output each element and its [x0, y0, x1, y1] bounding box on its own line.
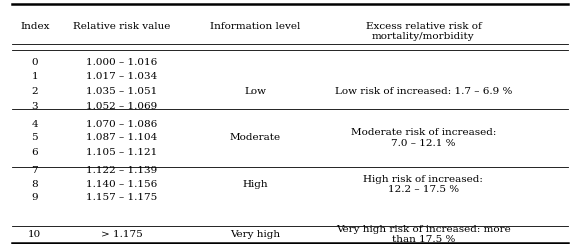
- Text: 9: 9: [31, 193, 38, 202]
- Text: 8: 8: [31, 180, 38, 189]
- Text: 1.035 – 1.051: 1.035 – 1.051: [86, 87, 157, 96]
- Text: 3: 3: [31, 102, 38, 111]
- Text: 4: 4: [31, 120, 38, 129]
- Text: Relative risk value: Relative risk value: [73, 22, 171, 31]
- Text: 1.105 – 1.121: 1.105 – 1.121: [86, 148, 157, 157]
- Text: Moderate: Moderate: [230, 133, 281, 142]
- Text: > 1.175: > 1.175: [101, 230, 143, 239]
- Text: 1.087 – 1.104: 1.087 – 1.104: [86, 133, 157, 142]
- Text: Low risk of increased: 1.7 – 6.9 %: Low risk of increased: 1.7 – 6.9 %: [335, 87, 512, 96]
- Text: Low: Low: [244, 87, 266, 96]
- Text: Information level: Information level: [210, 22, 300, 31]
- Text: 1.157 – 1.175: 1.157 – 1.175: [86, 193, 157, 202]
- Text: High: High: [242, 180, 268, 189]
- Text: 1.140 – 1.156: 1.140 – 1.156: [86, 180, 157, 189]
- Text: 1: 1: [31, 72, 38, 81]
- Text: 1.017 – 1.034: 1.017 – 1.034: [86, 72, 157, 81]
- Text: 2: 2: [31, 87, 38, 96]
- Text: 1.000 – 1.016: 1.000 – 1.016: [86, 58, 157, 67]
- Text: High risk of increased:
12.2 – 17.5 %: High risk of increased: 12.2 – 17.5 %: [364, 174, 483, 194]
- Text: Moderate risk of increased:
7.0 – 12.1 %: Moderate risk of increased: 7.0 – 12.1 %: [351, 128, 496, 148]
- Text: 1.070 – 1.086: 1.070 – 1.086: [86, 120, 157, 129]
- Text: Very high: Very high: [230, 230, 280, 239]
- Text: 1.122 – 1.139: 1.122 – 1.139: [86, 166, 157, 175]
- Text: 6: 6: [31, 148, 38, 157]
- Text: 0: 0: [31, 58, 38, 67]
- Text: Very high risk of increased: more
than 17.5 %: Very high risk of increased: more than 1…: [336, 224, 511, 244]
- Text: Index: Index: [20, 22, 49, 31]
- Text: 7: 7: [31, 166, 38, 175]
- Text: 10: 10: [28, 230, 41, 239]
- Text: 1.052 – 1.069: 1.052 – 1.069: [86, 102, 157, 111]
- Text: Excess relative risk of
mortality/morbidity: Excess relative risk of mortality/morbid…: [365, 22, 481, 41]
- Text: 5: 5: [31, 133, 38, 142]
